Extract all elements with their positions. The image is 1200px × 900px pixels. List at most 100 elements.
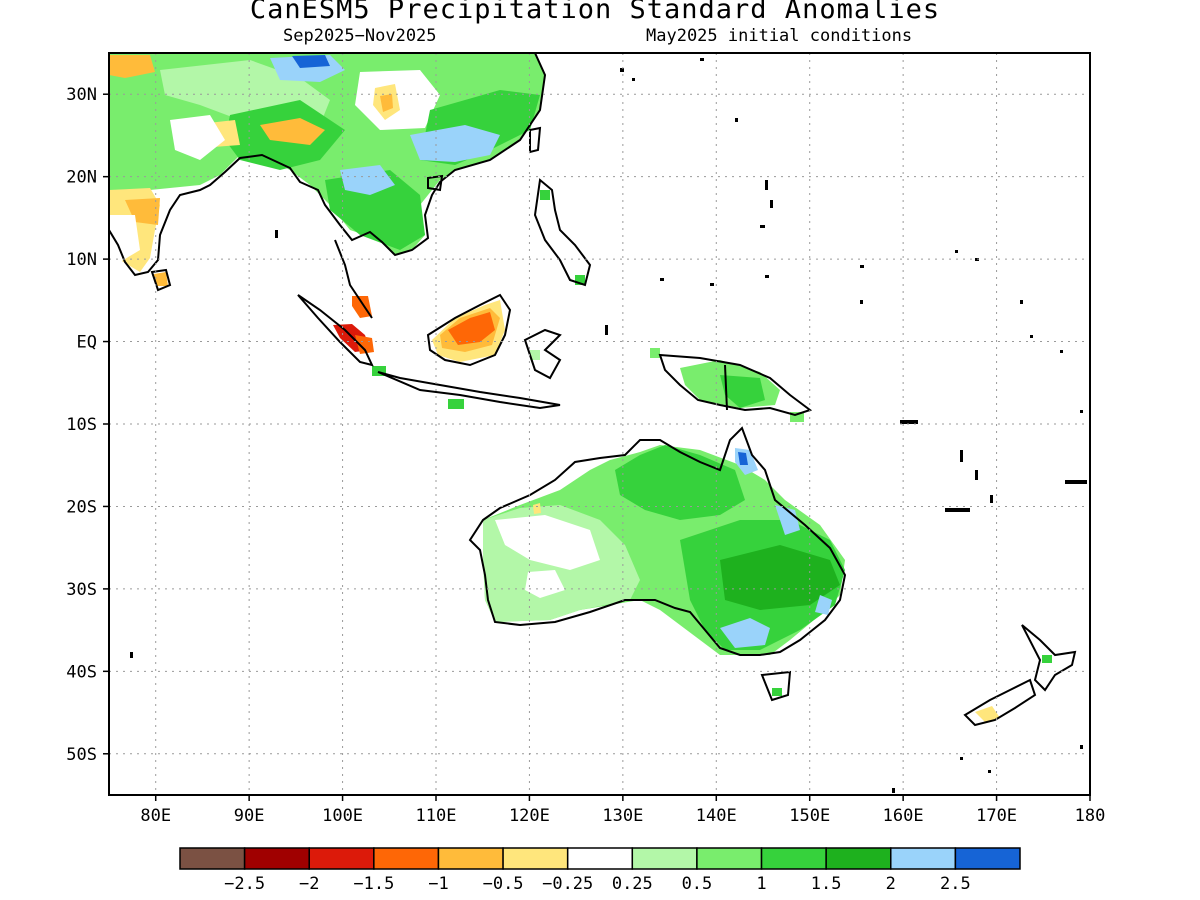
island-dot <box>945 508 970 512</box>
west-orange-fill <box>260 118 325 145</box>
new-guinea-coast <box>658 353 813 417</box>
lon-tick-label: 110E <box>416 806 457 826</box>
colorbar-label: −2 <box>299 874 319 894</box>
colorbar-swatch <box>179 847 246 870</box>
colorbar-swatch <box>954 847 1021 870</box>
colorbar-swatch <box>373 847 440 870</box>
australia-west-white <box>495 515 600 570</box>
colorbar-swatch <box>890 847 957 870</box>
lat-tick-label: 10S <box>66 415 97 435</box>
pacific-islands <box>130 58 1087 793</box>
island-dot <box>1080 745 1083 749</box>
island-dot <box>735 118 738 122</box>
hainan-coast <box>427 174 444 192</box>
colorbar-label: 1.5 <box>811 874 842 894</box>
malay-coast <box>334 239 373 319</box>
colorbar-swatch <box>502 847 569 870</box>
island-dot <box>892 788 895 793</box>
coastlines <box>109 53 1077 727</box>
indochina-blue <box>340 165 395 195</box>
anomaly-shading <box>109 53 1052 722</box>
colorbar-swatch <box>631 847 698 870</box>
island-dot <box>1030 335 1033 338</box>
island-dot <box>765 180 768 190</box>
west-white-fill <box>170 115 225 160</box>
nz-yellow-fill <box>975 706 1000 722</box>
island-dot <box>975 470 978 480</box>
lat-tick-label: 50S <box>66 745 97 765</box>
lat-tick-label: 30S <box>66 580 97 600</box>
taiwan-coast <box>529 126 542 154</box>
java-green-2 <box>448 399 464 409</box>
island-dot <box>632 78 635 81</box>
latitude-labels: 30N 20N 10N EQ 10S 20S 30S 40S 50S <box>66 85 109 765</box>
sri-lanka-fill <box>154 272 168 286</box>
lon-tick-label: 170E <box>976 806 1017 826</box>
colorbar-label: −0.5 <box>483 874 524 894</box>
lat-tick-label: 30N <box>66 85 97 105</box>
colorbar-label: −1 <box>428 874 448 894</box>
island-dot <box>955 250 958 253</box>
lat-tick-label: 20S <box>66 497 97 517</box>
longitude-labels: 80E 90E 100E 110E 120E 130E 140E 150E 160E 170E 18… <box>140 795 1105 826</box>
colorbar-swatch <box>437 847 504 870</box>
nz-south-coast <box>963 678 1037 727</box>
island-dot <box>700 58 704 61</box>
nz-green <box>1042 655 1052 663</box>
malaya-dry-fill <box>352 296 372 318</box>
sumatra-orange-edge <box>355 335 374 354</box>
philippines-green-1 <box>540 190 550 200</box>
colorbar-label: 0.25 <box>612 874 653 894</box>
west-yellow-fill <box>109 55 155 78</box>
colorbar-label: 2 <box>886 874 896 894</box>
island-dot <box>765 275 769 278</box>
island-dot <box>960 757 963 760</box>
australia-north-dark <box>615 445 745 520</box>
australia-yellow-spot <box>533 503 541 514</box>
colorbar-swatch <box>308 847 375 870</box>
colorbar-swatch <box>760 847 827 870</box>
australia-blue-ne <box>775 505 800 535</box>
island-dot <box>605 325 608 335</box>
lon-tick-label: 100E <box>322 806 363 826</box>
colorbar-label: 0.5 <box>682 874 713 894</box>
colorbar-label: −0.25 <box>542 874 593 894</box>
lon-tick-label: 90E <box>234 806 265 826</box>
island-dot <box>130 652 133 658</box>
tibet-orange-spot <box>380 94 393 112</box>
colorbar-label: 2.5 <box>940 874 971 894</box>
colorbar-swatch <box>825 847 892 870</box>
island-dot <box>960 450 963 462</box>
colorbar-label: 1 <box>756 874 766 894</box>
borneo-red-fill <box>448 312 495 345</box>
tasmania-green <box>772 688 782 696</box>
island-dot <box>1020 300 1023 304</box>
lon-tick-label: 130E <box>602 806 643 826</box>
island-dot <box>988 770 991 773</box>
lon-tick-label: 160E <box>883 806 924 826</box>
island-dot <box>860 265 864 268</box>
island-dot <box>770 200 773 208</box>
tasmania-coast <box>760 670 792 702</box>
cape-york-dark-blue <box>738 452 748 465</box>
india-white-fill <box>109 215 140 262</box>
map-gridlines <box>109 53 1090 795</box>
lat-tick-label: EQ <box>77 333 97 353</box>
map-title: CanESM5 Precipitation Standard Anomalies <box>249 0 941 25</box>
png-border <box>724 364 728 411</box>
maluku-green <box>650 348 660 358</box>
lon-tick-label: 120E <box>509 806 550 826</box>
nz-north-coast <box>1021 624 1077 692</box>
png-east-green <box>790 412 804 422</box>
asia-coast <box>109 53 547 277</box>
lon-tick-label: 180 <box>1075 806 1106 826</box>
australia-white-spot <box>525 570 565 598</box>
island-dot <box>1060 350 1063 353</box>
colorbar-label: −2.5 <box>224 874 265 894</box>
southern-china-blue <box>410 125 500 162</box>
island-dot <box>900 420 918 424</box>
lon-tick-label: 80E <box>140 806 171 826</box>
new-guinea-dark-fill <box>720 375 765 408</box>
borneo-coast <box>426 293 512 367</box>
lat-tick-label: 20N <box>66 168 97 188</box>
